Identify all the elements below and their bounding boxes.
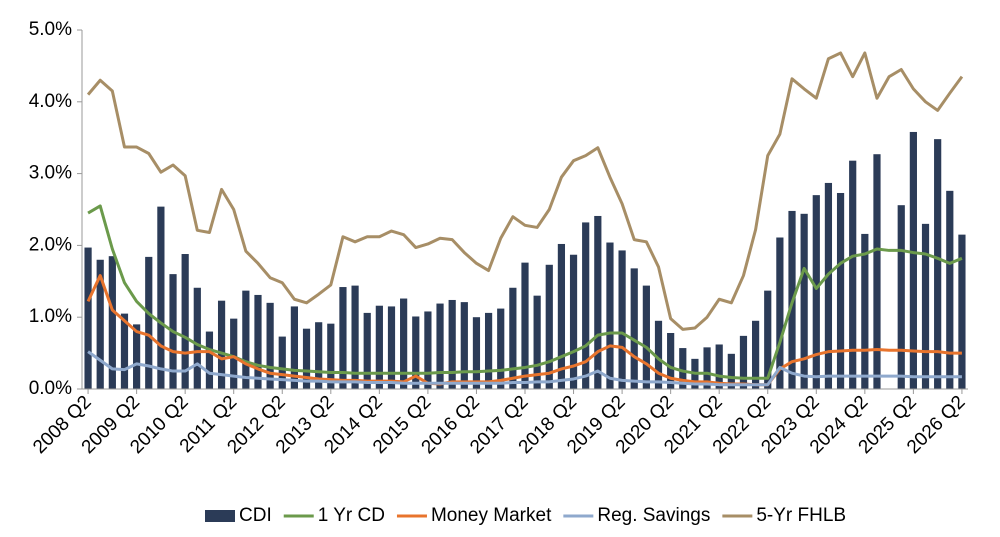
bar <box>448 299 456 389</box>
bar <box>412 316 420 389</box>
line-series <box>86 51 964 331</box>
bar <box>606 242 614 389</box>
bar <box>193 287 201 389</box>
bar <box>120 313 129 389</box>
bar <box>800 213 808 389</box>
bar <box>958 234 966 389</box>
bar <box>909 131 917 389</box>
bar <box>436 303 444 389</box>
bar <box>861 233 869 389</box>
bar <box>254 294 262 389</box>
bar <box>739 335 748 389</box>
y-tick-label: 3.0% <box>29 163 72 184</box>
bar <box>400 298 408 389</box>
legend-label: 1 Yr CD <box>318 505 385 526</box>
bar <box>642 285 650 389</box>
bar <box>836 192 845 389</box>
bar <box>934 139 942 389</box>
y-tick-label: 4.0% <box>29 91 72 112</box>
bar <box>290 306 298 389</box>
bar <box>582 222 590 389</box>
bar <box>752 320 760 389</box>
y-tick-label: 5.0% <box>29 19 72 40</box>
legend-label: 5-Yr FHLB <box>756 505 846 526</box>
bar <box>96 259 104 389</box>
bar <box>497 308 505 389</box>
bar <box>230 318 238 389</box>
bar <box>242 290 250 389</box>
legend-swatch <box>205 510 235 522</box>
bar <box>727 353 735 389</box>
bar <box>84 247 92 389</box>
bar <box>363 312 371 389</box>
bar <box>824 182 833 389</box>
bar <box>509 287 517 389</box>
bar <box>387 306 396 389</box>
bar <box>472 317 481 389</box>
bar <box>217 300 226 389</box>
bar <box>181 254 189 389</box>
bar <box>679 348 687 389</box>
bar <box>424 311 432 389</box>
bar <box>776 237 784 389</box>
bar <box>351 285 359 389</box>
bar <box>484 312 493 389</box>
bar <box>921 223 930 389</box>
bar <box>703 347 711 389</box>
legend-label: Money Market <box>431 505 552 526</box>
bar <box>849 160 857 389</box>
bar <box>327 323 335 389</box>
bar <box>266 302 274 389</box>
bar <box>667 332 675 389</box>
bar <box>145 256 153 389</box>
line-series <box>86 274 962 387</box>
bar <box>545 264 553 389</box>
bar <box>375 305 383 389</box>
legend-label: Reg. Savings <box>597 505 710 526</box>
bar <box>460 302 468 389</box>
y-tick-label: 0.0% <box>29 378 72 399</box>
bar <box>569 254 578 389</box>
bar <box>594 215 602 389</box>
bar <box>157 206 165 389</box>
bar <box>654 320 663 389</box>
bar <box>715 344 723 389</box>
bar <box>812 195 820 389</box>
bar <box>521 262 529 389</box>
bar <box>618 250 626 389</box>
bar <box>897 205 905 389</box>
y-tick-label: 1.0% <box>29 306 72 327</box>
bar <box>339 287 347 389</box>
legend-label: CDI <box>239 505 272 526</box>
bar <box>315 322 323 389</box>
bar <box>108 256 116 389</box>
bar <box>302 328 311 389</box>
bar <box>133 324 141 389</box>
bar <box>205 331 214 389</box>
y-tick-label: 2.0% <box>29 234 72 255</box>
bar <box>946 190 954 389</box>
line-series <box>87 350 962 387</box>
bar <box>533 295 541 389</box>
bar <box>873 154 881 389</box>
bar <box>764 290 772 389</box>
bar <box>630 268 638 389</box>
bar <box>278 336 286 389</box>
bar <box>557 243 566 389</box>
